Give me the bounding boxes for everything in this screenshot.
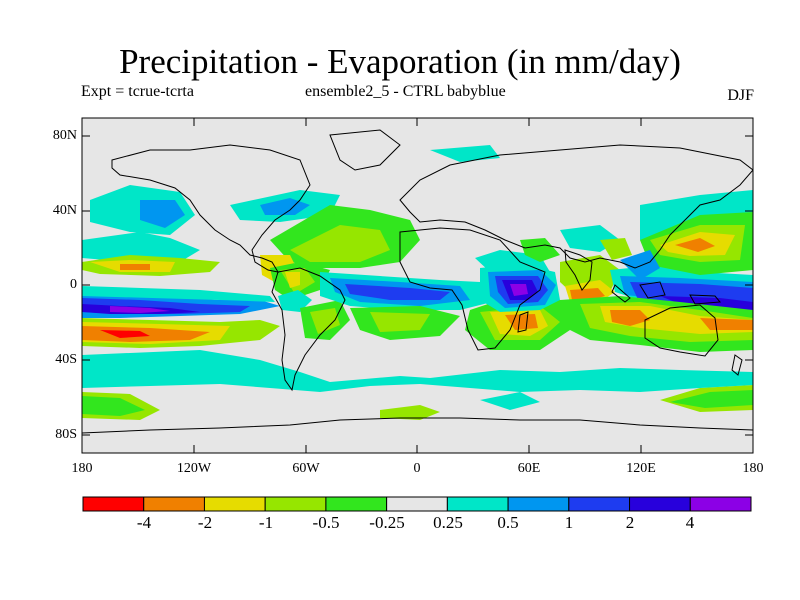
lon-label-180w: 180 — [71, 461, 93, 476]
map-title: Precipitation - Evaporation (in mm/day) — [119, 42, 681, 81]
colorbar-swatch — [629, 496, 691, 512]
colorbar-swatch — [386, 496, 448, 512]
coastline-antarctica — [82, 417, 753, 434]
colorbar-label: -0.5 — [312, 513, 340, 532]
contour-band — [82, 232, 200, 262]
contour-band — [520, 238, 560, 262]
colorbar-label: 2 — [625, 513, 635, 532]
contour-band — [110, 306, 170, 313]
contour-band — [120, 264, 150, 270]
contour-band — [370, 312, 430, 332]
contour-band — [620, 250, 660, 280]
coastline-north-america — [111, 144, 311, 273]
contour-band — [82, 396, 145, 416]
contour-band — [310, 308, 340, 334]
colorbar-swatch — [446, 496, 509, 512]
contour-band — [700, 318, 753, 330]
contour-band — [670, 390, 753, 408]
field-contours — [82, 145, 753, 420]
contour-band — [100, 330, 150, 338]
lon-label-60e: 60E — [517, 461, 541, 476]
ensemble-subtitle: ensemble2_5 - CTRL babyblue — [305, 83, 506, 100]
colorbar-label: -4 — [136, 513, 152, 532]
lat-label-0: 0 — [70, 277, 77, 292]
coastline-greenland — [329, 129, 401, 171]
contour-band — [505, 314, 538, 330]
coastline-south-america — [271, 267, 346, 392]
lon-label-180e: 180 — [742, 461, 764, 476]
coastline-africa — [399, 227, 546, 351]
season-label: DJF — [727, 87, 754, 104]
colorbar-swatch — [143, 496, 205, 512]
coastline-sumatra — [611, 284, 631, 303]
coastline-eurasia — [399, 144, 753, 269]
lon-label-60w: 60W — [292, 461, 320, 476]
colorbar-label: -2 — [197, 513, 213, 532]
colorbar-label: 1 — [564, 513, 574, 532]
coastline-borneo — [639, 281, 666, 299]
contour-band — [430, 145, 500, 162]
colorbar-label: 4 — [685, 513, 695, 532]
contour-band — [82, 286, 275, 302]
lon-label-120e: 120E — [626, 461, 656, 476]
lon-ticks — [193, 118, 642, 453]
experiment-label: Expt = tcrue-tcrta — [81, 83, 194, 100]
colorbar-label: -1 — [258, 513, 274, 532]
contour-band — [285, 272, 300, 288]
lon-label-0: 0 — [413, 461, 421, 476]
lat-label-80n: 80N — [52, 128, 77, 143]
contour-band — [278, 290, 312, 312]
coastline-madagascar — [517, 311, 529, 333]
contour-band — [345, 284, 450, 300]
colorbar-label: 0.25 — [433, 513, 463, 532]
lat-ticks — [82, 135, 753, 436]
contour-band — [290, 225, 390, 262]
lon-label-120w: 120W — [176, 461, 212, 476]
coastline-new-zealand — [731, 354, 743, 376]
coastline-australia — [644, 304, 719, 357]
colorbar-label: 0.5 — [497, 513, 519, 532]
contour-band — [480, 392, 540, 410]
coastline-new-guinea — [689, 294, 722, 305]
colorbar-swatch — [568, 496, 631, 512]
colorbar-swatch — [507, 496, 570, 512]
coastline-india — [564, 249, 593, 291]
colorbar-swatch — [82, 496, 145, 512]
colorbar-swatch — [325, 496, 388, 512]
colorbar-swatch — [203, 496, 266, 512]
colorbar-label: -0.25 — [369, 513, 405, 532]
lat-label-40s: 40S — [55, 352, 77, 367]
contour-band — [600, 238, 632, 260]
contour-band — [380, 405, 440, 420]
contour-band — [510, 284, 528, 296]
contour-band — [140, 200, 185, 228]
coastlines — [82, 129, 753, 434]
contour-band — [675, 238, 715, 252]
contour-band — [610, 310, 650, 326]
contour-band — [82, 350, 753, 392]
colorbar-swatch — [264, 496, 327, 512]
lat-label-80s: 80S — [55, 427, 77, 442]
colorbar-swatch — [689, 496, 752, 512]
lat-label-40n: 40N — [52, 203, 77, 218]
